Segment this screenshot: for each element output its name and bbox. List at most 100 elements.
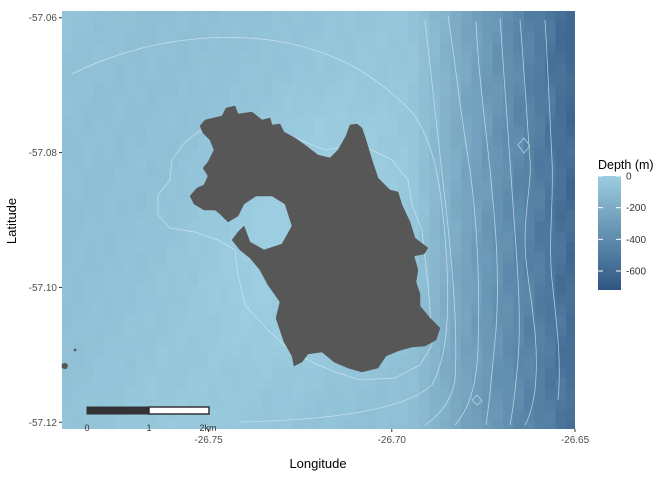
raster-cell <box>125 11 137 23</box>
raster-cell <box>167 179 179 191</box>
raster-cell <box>555 378 567 390</box>
raster-cell <box>125 105 137 117</box>
raster-cell <box>240 284 252 296</box>
raster-cell <box>72 221 84 233</box>
raster-cell <box>251 42 263 54</box>
raster-cell <box>566 105 575 117</box>
raster-cell <box>240 252 252 264</box>
raster-cell <box>83 389 95 401</box>
raster-cell <box>482 168 494 180</box>
raster-cell <box>398 347 410 359</box>
raster-cell <box>114 294 126 306</box>
raster-cell <box>230 294 242 306</box>
raster-cell <box>219 294 231 306</box>
raster-cell <box>314 126 326 138</box>
raster-cell <box>429 273 441 285</box>
raster-cell <box>167 315 179 327</box>
raster-cell <box>251 231 263 243</box>
raster-cell <box>156 273 168 285</box>
raster-cell <box>419 221 431 233</box>
raster-cell <box>566 420 575 429</box>
raster-cell <box>534 63 546 75</box>
raster-cell <box>219 263 231 275</box>
raster-cell <box>188 147 200 159</box>
raster-cell <box>209 399 221 411</box>
raster-cell <box>324 32 336 44</box>
raster-cell <box>93 242 105 254</box>
raster-cell <box>83 158 95 170</box>
raster-cell <box>104 147 116 159</box>
raster-cell <box>524 326 536 338</box>
raster-cell <box>366 63 378 75</box>
raster-cell <box>555 11 567 23</box>
raster-cell <box>545 189 557 201</box>
raster-cell <box>513 21 525 33</box>
raster-cell <box>177 284 189 296</box>
raster-cell <box>83 347 95 359</box>
raster-cell <box>156 189 168 201</box>
raster-cell <box>72 42 84 54</box>
raster-cell <box>335 137 347 149</box>
raster-cell <box>450 84 462 96</box>
raster-cell <box>146 42 158 54</box>
raster-cell <box>387 11 399 23</box>
raster-cell <box>482 347 494 359</box>
raster-cell <box>377 95 389 107</box>
raster-cell <box>93 305 105 317</box>
raster-cell <box>114 231 126 243</box>
raster-cell <box>492 420 504 429</box>
raster-cell <box>555 399 567 411</box>
raster-cell <box>261 242 273 254</box>
raster-cell <box>125 158 137 170</box>
raster-cell <box>230 410 242 422</box>
raster-cell <box>345 84 357 96</box>
raster-cell <box>429 74 441 86</box>
raster-cell <box>272 294 284 306</box>
raster-cell <box>293 368 305 380</box>
raster-cell <box>324 147 336 159</box>
raster-cell <box>377 42 389 54</box>
raster-cell <box>72 315 84 327</box>
y-tick-label: -57.10 <box>29 283 58 294</box>
raster-cell <box>135 336 147 348</box>
raster-cell <box>114 399 126 411</box>
raster-cell <box>188 63 200 75</box>
raster-cell <box>534 410 546 422</box>
raster-cell <box>356 53 368 65</box>
raster-cell <box>251 95 263 107</box>
raster-cell <box>135 389 147 401</box>
raster-cell <box>188 305 200 317</box>
raster-cell <box>146 252 158 264</box>
raster-cell <box>167 147 179 159</box>
raster-cell <box>261 105 273 117</box>
raster-cell <box>156 410 168 422</box>
raster-cell <box>398 84 410 96</box>
raster-cell <box>503 105 515 117</box>
raster-cell <box>135 105 147 117</box>
raster-cell <box>419 179 431 191</box>
raster-cell <box>345 378 357 390</box>
raster-cell <box>545 378 557 390</box>
island-polygon <box>189 105 441 373</box>
raster-cell <box>566 242 575 254</box>
raster-cell <box>377 11 389 23</box>
raster-cell <box>219 420 231 429</box>
raster-cell <box>450 42 462 54</box>
raster-cell <box>114 63 126 75</box>
raster-cell <box>450 21 462 33</box>
raster-cell <box>303 126 315 138</box>
raster-cell <box>534 21 546 33</box>
raster-cell <box>566 399 575 411</box>
raster-cell <box>167 84 179 96</box>
islet-polygon <box>73 348 77 352</box>
raster-cell <box>272 336 284 348</box>
raster-cell <box>555 21 567 33</box>
raster-cell <box>209 305 221 317</box>
raster-cell <box>345 116 357 128</box>
raster-cell <box>461 420 473 429</box>
raster-cell <box>135 357 147 369</box>
raster-cell <box>408 399 420 411</box>
raster-cell <box>555 210 567 222</box>
raster-cell <box>156 252 168 264</box>
raster-cell <box>461 294 473 306</box>
